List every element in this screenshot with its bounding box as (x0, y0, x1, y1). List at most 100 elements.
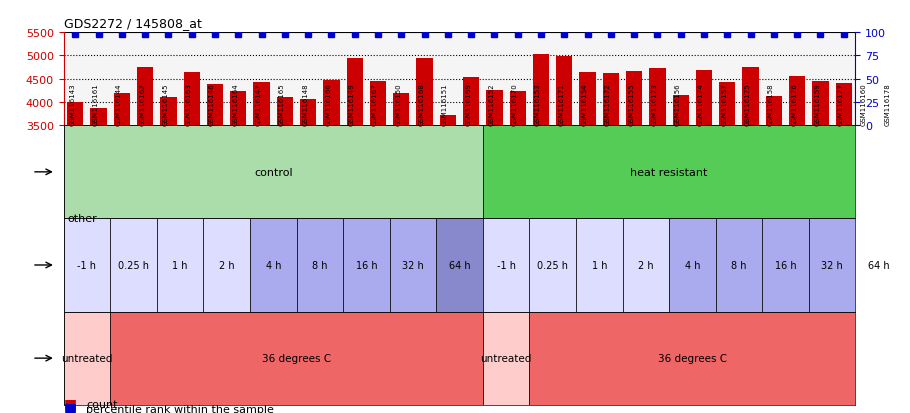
Text: GSM116149: GSM116149 (349, 83, 355, 126)
Text: GSM116166: GSM116166 (326, 83, 331, 126)
Text: GSM116162: GSM116162 (139, 83, 146, 126)
Text: other: other (67, 214, 97, 224)
Bar (347, 59, 363, 289)
Text: 64 h: 64 h (868, 260, 889, 271)
Bar (696, 71, 713, 289)
FancyBboxPatch shape (64, 312, 110, 405)
Text: GSM116167: GSM116167 (372, 83, 378, 126)
Text: GSM116148: GSM116148 (302, 83, 308, 126)
FancyBboxPatch shape (436, 219, 483, 312)
Text: GSM116164: GSM116164 (232, 83, 238, 126)
Bar (67, 103, 84, 289)
Text: GSM116152: GSM116152 (489, 83, 494, 126)
Bar (789, 77, 805, 289)
Bar (463, 78, 480, 289)
Text: GSM116153: GSM116153 (535, 83, 541, 126)
Bar (300, 100, 317, 289)
Bar (556, 57, 572, 289)
FancyBboxPatch shape (389, 219, 436, 312)
FancyBboxPatch shape (809, 219, 855, 312)
Text: 2 h: 2 h (638, 260, 653, 271)
Text: GSM116177: GSM116177 (838, 83, 844, 126)
Bar (323, 81, 339, 289)
FancyBboxPatch shape (204, 219, 250, 312)
Text: GSM116145: GSM116145 (163, 83, 168, 126)
Text: GSM116154: GSM116154 (581, 83, 588, 126)
Bar (184, 73, 200, 289)
Text: 2 h: 2 h (219, 260, 235, 271)
Text: GSM116163: GSM116163 (186, 83, 192, 126)
Bar (277, 97, 293, 289)
Bar (369, 82, 386, 289)
Bar (114, 93, 130, 289)
Text: control: control (254, 167, 293, 178)
Text: GSM116178: GSM116178 (885, 83, 890, 126)
Text: 4 h: 4 h (684, 260, 700, 271)
Bar (137, 68, 154, 289)
FancyBboxPatch shape (715, 219, 763, 312)
Text: GSM116161: GSM116161 (93, 83, 98, 126)
Bar (486, 91, 502, 289)
Text: GSM116157: GSM116157 (722, 83, 727, 126)
Text: ■: ■ (64, 396, 76, 410)
Text: 1 h: 1 h (592, 260, 607, 271)
Bar (835, 84, 852, 289)
FancyBboxPatch shape (483, 219, 530, 312)
Text: 4 h: 4 h (266, 260, 281, 271)
FancyBboxPatch shape (483, 126, 855, 219)
Text: GSM116151: GSM116151 (442, 83, 448, 126)
Bar (765, 97, 782, 289)
Text: percentile rank within the sample: percentile rank within the sample (86, 404, 274, 413)
FancyBboxPatch shape (530, 312, 855, 405)
Text: GSM116150: GSM116150 (395, 83, 401, 126)
FancyBboxPatch shape (250, 219, 297, 312)
Bar (719, 83, 735, 289)
Text: 1 h: 1 h (172, 260, 187, 271)
Bar (672, 96, 689, 289)
Text: GSM116146: GSM116146 (209, 83, 215, 126)
Text: GDS2272 / 145808_at: GDS2272 / 145808_at (64, 17, 202, 29)
FancyBboxPatch shape (576, 219, 622, 312)
FancyBboxPatch shape (343, 219, 389, 312)
Text: GSM116173: GSM116173 (652, 83, 657, 126)
Bar (160, 97, 177, 289)
Text: GSM116156: GSM116156 (674, 83, 681, 126)
Bar (440, 116, 456, 289)
Text: 0.25 h: 0.25 h (118, 260, 149, 271)
FancyBboxPatch shape (64, 126, 483, 219)
Text: GSM116160: GSM116160 (861, 83, 867, 126)
Text: GSM116174: GSM116174 (698, 83, 704, 126)
Text: GSM116159: GSM116159 (814, 83, 821, 126)
Text: GSM116175: GSM116175 (744, 83, 751, 126)
FancyBboxPatch shape (110, 312, 483, 405)
Text: -1 h: -1 h (497, 260, 516, 271)
Bar (813, 82, 829, 289)
Text: 36 degrees C: 36 degrees C (262, 353, 331, 363)
Bar (533, 55, 550, 289)
Bar (207, 85, 223, 289)
Text: GSM116171: GSM116171 (559, 83, 564, 126)
FancyBboxPatch shape (110, 219, 157, 312)
Text: count: count (86, 399, 118, 409)
Text: GSM116147: GSM116147 (256, 83, 261, 126)
FancyBboxPatch shape (64, 219, 110, 312)
Text: GSM116169: GSM116169 (465, 83, 471, 126)
Text: 0.25 h: 0.25 h (537, 260, 568, 271)
Text: 8 h: 8 h (732, 260, 747, 271)
Text: GSM116165: GSM116165 (278, 83, 285, 126)
Bar (230, 92, 247, 289)
FancyBboxPatch shape (157, 219, 204, 312)
Text: -1 h: -1 h (77, 260, 96, 271)
FancyBboxPatch shape (669, 219, 715, 312)
Text: 32 h: 32 h (402, 260, 424, 271)
FancyBboxPatch shape (763, 219, 809, 312)
Text: GSM116158: GSM116158 (768, 83, 774, 126)
FancyBboxPatch shape (530, 219, 576, 312)
Bar (393, 93, 410, 289)
Text: GSM116143: GSM116143 (69, 83, 76, 126)
Text: GSM116172: GSM116172 (605, 83, 611, 126)
Text: 16 h: 16 h (774, 260, 796, 271)
Bar (650, 69, 665, 289)
Text: GSM116155: GSM116155 (628, 83, 634, 126)
Bar (254, 83, 269, 289)
